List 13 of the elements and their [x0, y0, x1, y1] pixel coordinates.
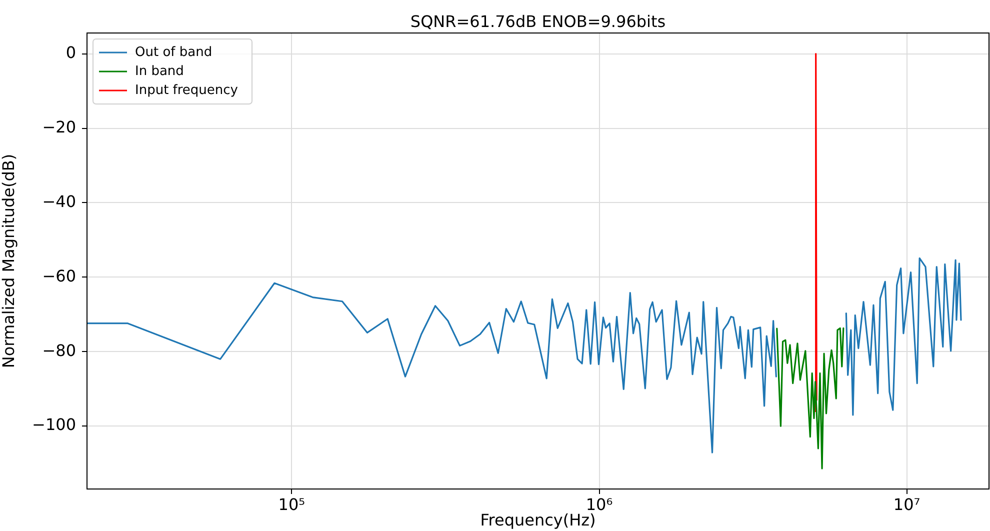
y-axis-title: Normalized Magnitude(dB) — [0, 154, 18, 368]
y-tick-label: −20 — [42, 117, 76, 136]
y-tick-label: 0 — [66, 43, 76, 62]
y-tick-label: −80 — [42, 340, 76, 360]
y-tick-label: −100 — [32, 415, 76, 434]
x-tick-label: 10⁷ — [893, 494, 920, 514]
y-tick-label: −40 — [42, 192, 76, 211]
legend-label: Out of band — [135, 44, 212, 60]
x-tick-label: 10⁵ — [278, 494, 306, 514]
chart-title: SQNR=61.76dB ENOB=9.96bits — [410, 12, 666, 31]
legend-label: In band — [135, 64, 184, 79]
legend-label: Input frequency — [135, 82, 238, 98]
y-tick-label: −60 — [42, 266, 76, 286]
